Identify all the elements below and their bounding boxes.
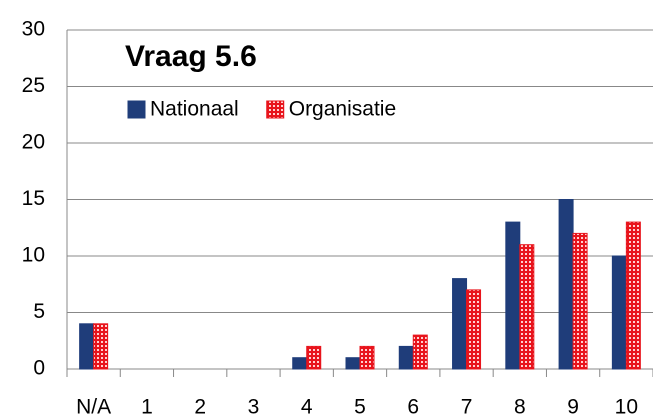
x-tick-label: 7 xyxy=(461,396,473,419)
y-tick-label: 10 xyxy=(22,244,45,267)
bar xyxy=(412,334,428,370)
x-tick-label: 9 xyxy=(567,396,579,419)
bar xyxy=(306,345,322,370)
bar xyxy=(611,255,627,370)
bar xyxy=(359,345,375,370)
x-tick-label: 6 xyxy=(407,396,419,419)
x-tick-label: 5 xyxy=(354,396,366,419)
bar xyxy=(452,278,468,370)
bar xyxy=(625,221,641,370)
bar xyxy=(398,345,414,370)
y-tick-label: 0 xyxy=(33,357,45,380)
x-tick-label: 4 xyxy=(301,396,313,419)
y-tick-label: 30 xyxy=(22,18,45,41)
x-tick-label: 2 xyxy=(194,396,206,419)
bar xyxy=(79,323,95,370)
x-tick-label: 3 xyxy=(248,396,260,419)
bar xyxy=(466,289,482,370)
bar xyxy=(558,199,574,370)
y-tick-label: 20 xyxy=(22,131,45,154)
x-tick-label: 1 xyxy=(141,396,153,419)
y-tick-label: 25 xyxy=(22,74,45,97)
legend-swatch xyxy=(266,100,285,119)
x-tick-label: 8 xyxy=(514,396,526,419)
bar xyxy=(93,323,109,370)
bar xyxy=(519,244,535,370)
legend-label: Organisatie xyxy=(289,98,396,121)
chart-title: Vraag 5.6 xyxy=(125,40,257,73)
bar xyxy=(345,357,361,370)
bar xyxy=(292,357,308,370)
legend-swatch xyxy=(127,100,146,119)
bar xyxy=(505,221,521,370)
bar xyxy=(572,232,588,370)
y-tick-label: 15 xyxy=(22,187,45,210)
x-tick-label: 10 xyxy=(615,396,638,419)
legend-label: Nationaal xyxy=(150,98,239,121)
y-tick-label: 5 xyxy=(33,300,45,323)
x-tick-label: N/A xyxy=(76,396,111,419)
